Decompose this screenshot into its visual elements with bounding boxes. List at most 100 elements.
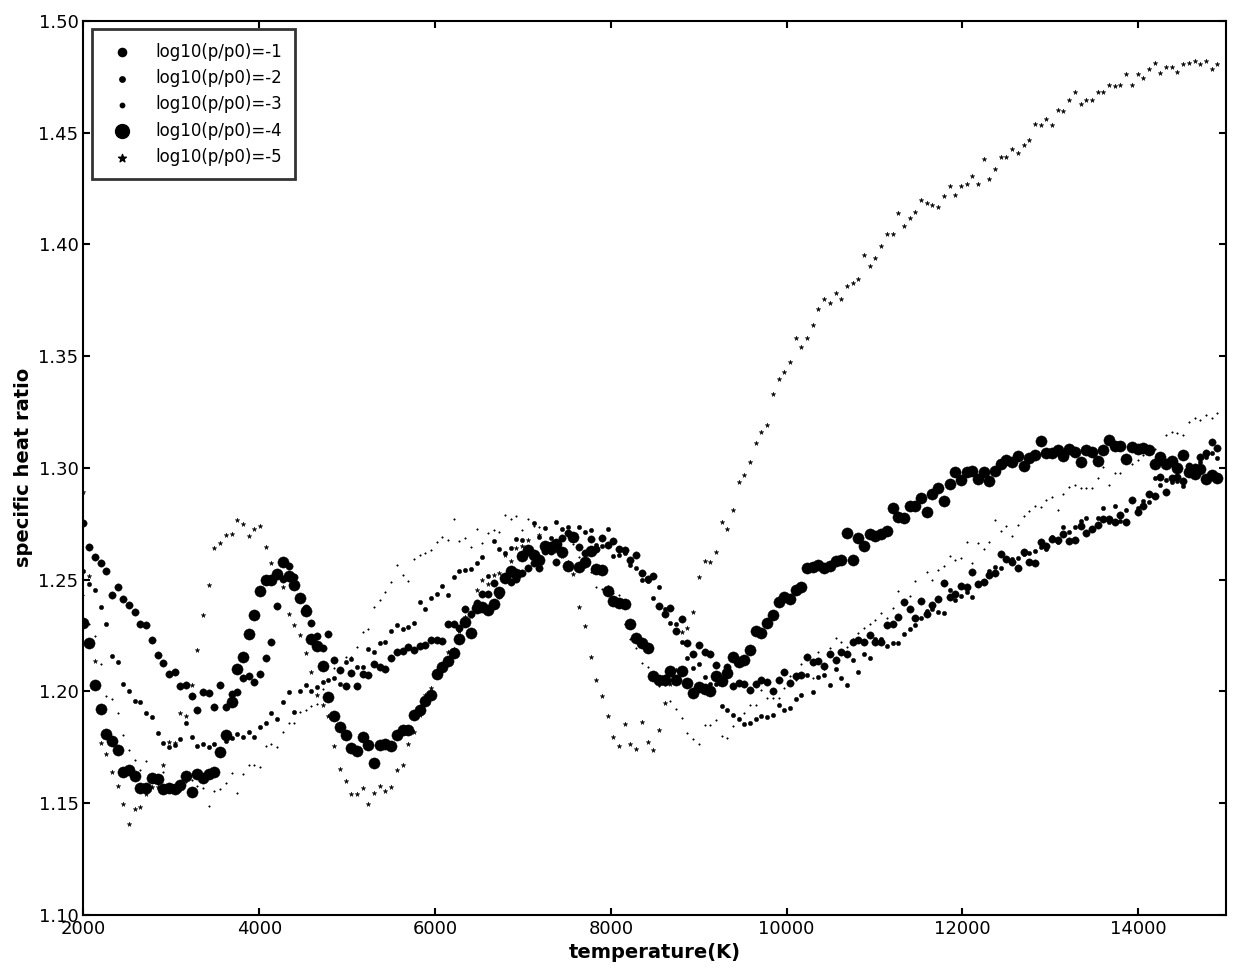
Point <box>268 739 288 754</box>
Point <box>945 592 965 608</box>
Point <box>141 710 161 725</box>
Point <box>1076 509 1096 525</box>
Point <box>1019 545 1039 560</box>
Point <box>182 677 202 693</box>
Point <box>1151 469 1171 485</box>
Point <box>734 706 754 721</box>
Point <box>1048 535 1068 550</box>
Point <box>740 641 760 657</box>
Point <box>1162 470 1182 486</box>
Point <box>484 567 503 583</box>
Point <box>1190 449 1210 465</box>
Point <box>1116 66 1136 82</box>
Point <box>479 587 498 602</box>
Point <box>534 545 554 560</box>
Point <box>466 600 486 616</box>
Point <box>1122 439 1142 455</box>
Point <box>466 521 486 537</box>
Point <box>1184 466 1204 481</box>
Point <box>1048 502 1068 517</box>
Point <box>837 278 857 294</box>
Point <box>877 226 897 242</box>
Point <box>273 554 293 570</box>
Point <box>923 487 942 503</box>
Point <box>102 691 122 707</box>
Point <box>815 560 835 576</box>
Point <box>677 635 697 651</box>
Point <box>466 582 486 597</box>
Point <box>1094 459 1114 474</box>
Point <box>490 587 510 602</box>
Point <box>712 673 732 689</box>
Point <box>626 630 646 646</box>
Point <box>450 624 470 639</box>
Point <box>729 675 749 691</box>
Point <box>923 197 942 213</box>
Point <box>216 527 236 543</box>
Point <box>802 671 822 686</box>
Point <box>250 667 270 682</box>
Point <box>940 583 960 598</box>
Point <box>518 533 538 549</box>
Point <box>1037 492 1056 508</box>
Point <box>802 317 822 333</box>
Point <box>962 555 982 571</box>
Point <box>404 642 424 658</box>
Point <box>102 733 122 749</box>
Point <box>507 541 527 556</box>
Point <box>91 735 110 751</box>
Point <box>644 568 663 584</box>
Point <box>1030 539 1050 554</box>
Point <box>758 615 777 630</box>
Point <box>113 764 133 780</box>
Point <box>609 541 629 556</box>
Point <box>284 714 304 730</box>
Point <box>569 519 589 535</box>
Point <box>587 580 606 595</box>
Point <box>609 587 629 602</box>
Point <box>746 711 766 726</box>
Point <box>330 660 350 675</box>
Point <box>580 531 600 547</box>
Point <box>872 605 892 621</box>
Point <box>193 737 213 752</box>
Point <box>170 706 190 721</box>
Point <box>1070 96 1090 111</box>
Point <box>1094 84 1114 100</box>
Point <box>358 738 378 753</box>
Point <box>211 745 231 760</box>
Point <box>211 781 231 796</box>
Point <box>393 722 413 738</box>
Point <box>387 644 407 660</box>
Point <box>951 472 971 488</box>
Point <box>330 761 350 777</box>
Point <box>1070 513 1090 529</box>
Point <box>319 672 339 688</box>
Point <box>444 616 464 631</box>
Point <box>381 574 401 590</box>
Point <box>1054 103 1074 119</box>
Point <box>227 726 247 742</box>
Point <box>973 574 993 590</box>
Point <box>365 644 384 660</box>
Point <box>461 561 481 577</box>
Point <box>1140 494 1159 509</box>
Point <box>580 649 600 665</box>
Point <box>929 480 949 496</box>
Point <box>154 655 174 671</box>
Point <box>672 664 692 679</box>
Point <box>393 568 413 584</box>
Point <box>472 587 492 602</box>
Point <box>718 521 738 537</box>
Point <box>141 632 161 648</box>
Point <box>900 600 920 616</box>
Y-axis label: specific heat ratio: specific heat ratio <box>14 368 33 567</box>
Point <box>1151 455 1171 470</box>
Point <box>712 514 732 530</box>
Point <box>301 664 321 679</box>
Point <box>268 598 288 614</box>
Point <box>279 715 299 731</box>
Point <box>1083 522 1102 538</box>
Point <box>433 529 453 545</box>
Point <box>683 646 703 662</box>
